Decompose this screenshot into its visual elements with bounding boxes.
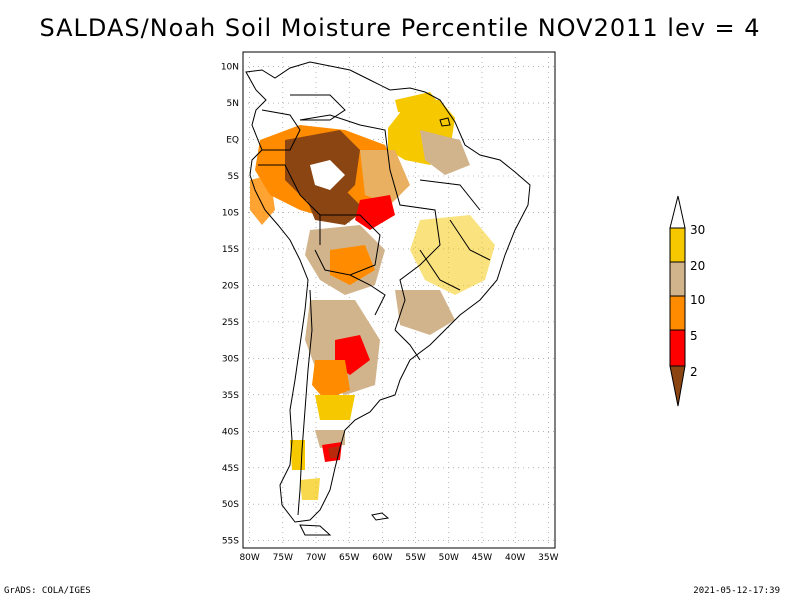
lat-tick-label: 50S: [222, 500, 239, 510]
lat-tick-label: 25S: [222, 318, 239, 328]
lat-tick-label: 15S: [222, 245, 239, 255]
latitude-labels: 10N 5N EQ 5S 10S 15S 20S 25S 30S 35S 40S 45S 50S 55S: [221, 63, 239, 547]
venezuela-border: [290, 94, 346, 121]
lon-tick-label: 60W: [372, 553, 392, 563]
legend-swatch-above-30: [669, 195, 686, 229]
lat-tick-label: 5N: [227, 99, 239, 109]
longitude-labels: 80W 75W 70W 65W 60W 55W 50W 45W 40W 35W: [239, 553, 558, 563]
lon-tick-label: 50W: [439, 553, 459, 563]
paraguay-border: [349, 274, 386, 316]
lon-tick-label: 80W: [239, 553, 259, 563]
region-amazon-white-patch: [310, 160, 345, 190]
region-argentina-orange: [312, 360, 350, 400]
lat-tick-label: 5S: [228, 172, 240, 182]
lon-tick-label: 75W: [273, 553, 293, 563]
lon-tick-label: 65W: [339, 553, 359, 563]
data-field: [250, 92, 495, 500]
region-bolivia-orange: [330, 245, 375, 285]
region-brazil-tan: [410, 215, 495, 295]
region-south-brazil-tan: [395, 290, 455, 335]
lon-tick-label: 40W: [505, 553, 525, 563]
lat-tick-label: 45S: [222, 464, 239, 474]
peru-border: [258, 164, 321, 245]
south-america-coastline: [245, 61, 531, 523]
legend-label-20: 20: [690, 259, 705, 273]
region-argentina-yellow: [315, 395, 355, 420]
region-northeast-tan: [420, 130, 470, 175]
marajo-island: [439, 117, 451, 127]
lat-tick-label: 35S: [222, 391, 239, 401]
lat-tick-label: 55S: [222, 537, 239, 547]
lat-tick-label: EQ: [226, 136, 239, 146]
uruguay-border: [394, 329, 421, 361]
tierra-del-fuego: [299, 524, 332, 536]
lat-tick-label: 10N: [221, 63, 239, 73]
coastlines: [245, 61, 531, 536]
legend-swatch-below-2: [669, 365, 686, 407]
region-amazon-red: [355, 195, 395, 230]
lat-tick-label: 40S: [222, 427, 239, 437]
lon-tick-label: 55W: [405, 553, 425, 563]
footer-credit: GrADS: COLA/IGES: [4, 586, 91, 596]
brazil-states: [419, 179, 491, 291]
region-andes-orange: [250, 175, 275, 225]
lat-tick-label: 20S: [222, 281, 239, 291]
legend-swatch-20-30: [669, 227, 686, 263]
region-amazon-tan: [360, 150, 410, 205]
colombia-border: [261, 109, 301, 151]
argentina-chile-border: [297, 289, 313, 516]
lon-tick-label: 45W: [472, 553, 492, 563]
legend-label-2: 2: [690, 365, 698, 379]
region-patagonia-orange: [328, 446, 340, 458]
legend-label-30: 30: [690, 223, 705, 237]
bolivia-border: [314, 214, 381, 276]
region-guiana-yellow: [395, 92, 440, 115]
legend-colorbar: 30 20 10 5 2: [669, 195, 705, 407]
footer-timestamp: 2021-05-12-17:39: [693, 586, 780, 596]
lon-tick-label: 35W: [538, 553, 558, 563]
legend-swatch-5-10: [669, 295, 686, 331]
map-title: SALDAS/Noah Soil Moisture Percentile NOV…: [39, 14, 761, 42]
gridlines: [243, 52, 555, 548]
legend-label-10: 10: [690, 293, 705, 307]
legend-swatch-10-20: [669, 261, 686, 297]
legend-swatch-2-5: [669, 329, 686, 367]
lon-tick-label: 70W: [306, 553, 326, 563]
brazil-border: [299, 114, 441, 331]
lat-tick-label: 30S: [222, 354, 239, 364]
legend-label-5: 5: [690, 329, 698, 343]
falklands: [371, 512, 390, 521]
lat-tick-label: 10S: [222, 208, 239, 218]
region-south-yellow: [300, 478, 320, 500]
